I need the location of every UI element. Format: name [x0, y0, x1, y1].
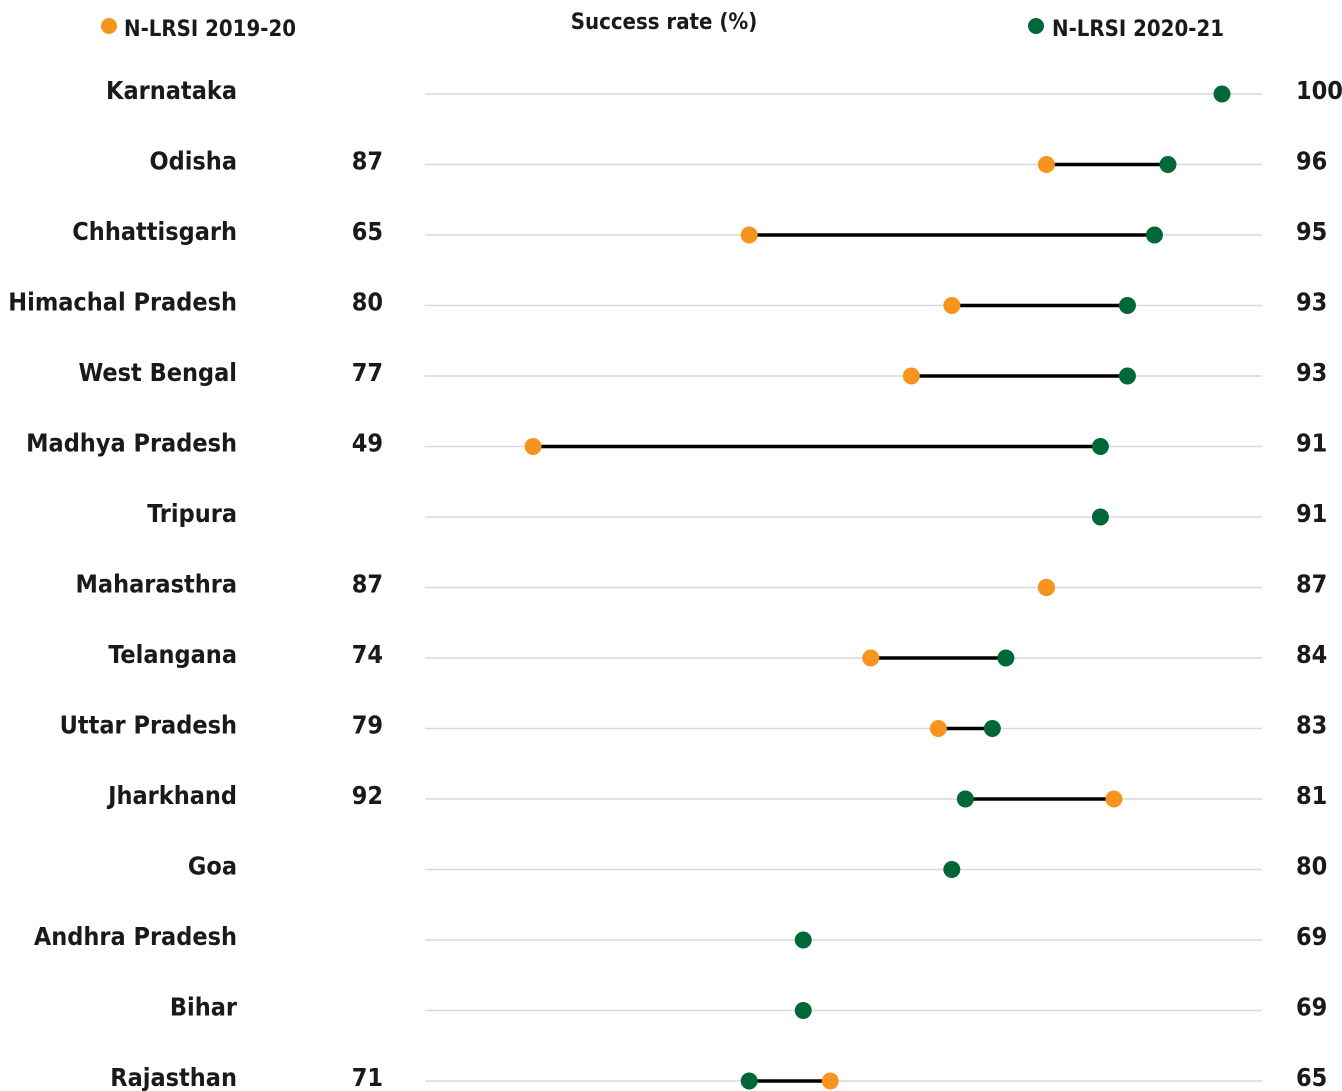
- point-2020-21-west-bengal: [1118, 367, 1136, 385]
- value-label-2019-20-madhya-pradesh: 49: [352, 429, 383, 458]
- gridlines: [425, 93, 1262, 1082]
- value-label-2020-21-uttar-pradesh: 83: [1296, 711, 1327, 740]
- point-2020-21-madhya-pradesh: [1091, 438, 1109, 455]
- point-2020-21-chhattisgarh: [1145, 226, 1163, 244]
- value-label-2020-21-odisha: 96: [1296, 147, 1327, 176]
- point-2019-20-rajasthan: [821, 1072, 839, 1090]
- point-2020-21-himachal-pradesh: [1118, 297, 1136, 314]
- category-label-tripura: Tripura: [147, 499, 237, 528]
- category-label-goa: Goa: [188, 852, 237, 881]
- value-label-2020-21-himachal-pradesh: 93: [1296, 288, 1327, 317]
- value-label-2020-21-bihar: 69: [1296, 993, 1327, 1022]
- point-2020-21-karnataka: [1213, 85, 1231, 103]
- value-label-2020-21-west-bengal: 93: [1296, 358, 1327, 387]
- category-label-jharkhand: Jharkhand: [106, 781, 237, 810]
- point-2020-21-goa: [943, 861, 961, 878]
- category-label-andhra-pradesh: Andhra Pradesh: [34, 922, 237, 951]
- point-2020-21-tripura: [1091, 508, 1109, 526]
- value-label-2020-21-rajasthan: 65: [1296, 1063, 1327, 1091]
- legend-label-2020-21: N-LRSI 2020-21: [1052, 17, 1224, 42]
- legend: N-LRSI 2019-20 N-LRSI 2020-21: [101, 17, 1224, 42]
- category-label-uttar-pradesh: Uttar Pradesh: [60, 711, 237, 740]
- category-label-karnataka: Karnataka: [106, 76, 237, 105]
- point-2019-20-maharasthra: [1037, 579, 1055, 596]
- category-label-west-bengal: West Bengal: [78, 358, 237, 387]
- value-label-2019-20-uttar-pradesh: 79: [352, 711, 383, 740]
- legend-marker-2019-20: [101, 18, 117, 34]
- point-2019-20-west-bengal: [902, 367, 920, 385]
- point-2019-20-chhattisgarh: [740, 226, 758, 244]
- value-label-2020-21-goa: 80: [1296, 852, 1327, 881]
- value-label-2019-20-chhattisgarh: 65: [352, 217, 383, 246]
- data-points: [524, 85, 1231, 1090]
- point-2020-21-odisha: [1159, 156, 1177, 173]
- value-label-2020-21-maharasthra: 87: [1296, 570, 1327, 599]
- value-label-2019-20-rajasthan: 71: [352, 1063, 383, 1091]
- category-label-bihar: Bihar: [170, 993, 238, 1022]
- point-2020-21-uttar-pradesh: [983, 720, 1001, 737]
- category-label-rajasthan: Rajasthan: [110, 1063, 237, 1091]
- point-2020-21-bihar: [794, 1002, 812, 1019]
- point-2020-21-andhra-pradesh: [794, 931, 812, 949]
- category-label-madhya-pradesh: Madhya Pradesh: [26, 429, 237, 458]
- category-label-maharasthra: Maharasthra: [76, 570, 237, 599]
- point-2019-20-madhya-pradesh: [524, 438, 542, 455]
- category-label-odisha: Odisha: [150, 147, 238, 176]
- value-label-2019-20-himachal-pradesh: 80: [352, 288, 383, 317]
- value-label-2020-21-andhra-pradesh: 69: [1296, 922, 1327, 951]
- chart-title-layer: Success rate (%): [571, 10, 758, 35]
- value-label-2019-20-west-bengal: 77: [352, 358, 383, 387]
- value-label-2019-20-odisha: 87: [352, 147, 383, 176]
- point-2019-20-telangana: [862, 649, 880, 667]
- point-2020-21-jharkhand: [956, 790, 974, 808]
- point-2019-20-odisha: [1037, 156, 1055, 173]
- connectors: [533, 162, 1168, 1083]
- value-label-2019-20-jharkhand: 92: [352, 781, 383, 810]
- value-label-2019-20-maharasthra: 87: [352, 570, 383, 599]
- point-2019-20-uttar-pradesh: [929, 720, 947, 737]
- value-label-2020-21-jharkhand: 81: [1296, 781, 1327, 810]
- category-label-himachal-pradesh: Himachal Pradesh: [8, 288, 237, 317]
- value-label-2020-21-madhya-pradesh: 91: [1296, 429, 1327, 458]
- value-label-2019-20-telangana: 74: [352, 640, 383, 669]
- value-label-2020-21-tripura: 91: [1296, 499, 1327, 528]
- point-2019-20-jharkhand: [1105, 790, 1123, 808]
- point-2019-20-himachal-pradesh: [943, 297, 961, 314]
- value-label-2020-21-karnataka: 100: [1296, 76, 1342, 105]
- category-label-telangana: Telangana: [108, 640, 237, 669]
- point-2020-21-rajasthan: [740, 1072, 758, 1090]
- point-2020-21-telangana: [997, 649, 1015, 667]
- chart-title: Success rate (%): [571, 10, 758, 35]
- labels: Karnataka 100 Odisha 87 96 Chhattisgarh 65 95 Hi…: [8, 76, 1342, 1091]
- legend-label-2019-20: N-LRSI 2019-20: [124, 17, 296, 42]
- value-label-2020-21-chhattisgarh: 95: [1296, 217, 1327, 246]
- category-label-chhattisgarh: Chhattisgarh: [72, 217, 237, 246]
- legend-marker-2020-21: [1028, 18, 1044, 34]
- value-label-2020-21-telangana: 84: [1296, 640, 1327, 669]
